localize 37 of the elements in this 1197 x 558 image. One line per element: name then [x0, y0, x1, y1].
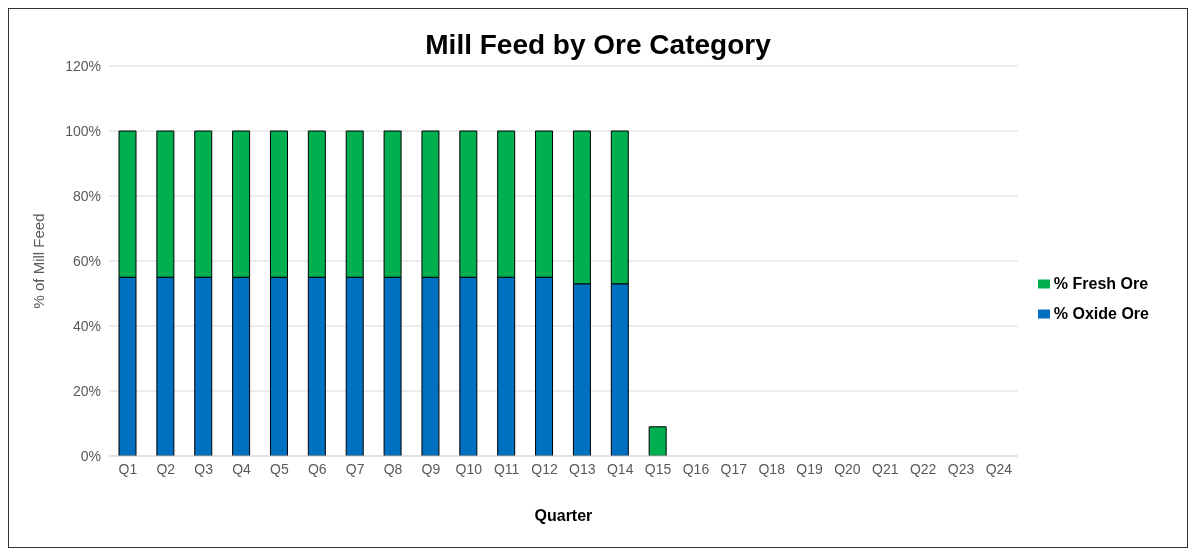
legend-label: % Fresh Ore — [1053, 274, 1149, 292]
x-tick-label: Q19 — [796, 460, 824, 477]
x-tick-label: Q4 — [232, 460, 252, 477]
x-tick-label: Q16 — [682, 460, 710, 477]
x-tick-label: Q18 — [758, 460, 786, 477]
x-tick-label: Q8 — [383, 460, 403, 477]
x-tick-label: Q1 — [118, 460, 138, 477]
x-tick-label: Q10 — [455, 460, 483, 477]
legend-label: % Oxide Ore — [1053, 304, 1149, 322]
x-tick-label: Q6 — [307, 460, 327, 477]
x-tick-label: Q14 — [606, 460, 634, 477]
y-tick-label: 100% — [65, 122, 101, 139]
x-tick-label: Q12 — [531, 460, 558, 477]
x-tick-label: Q9 — [421, 460, 441, 477]
x-tick-label: Q15 — [644, 460, 672, 477]
y-axis-title: % of Mill Feed — [30, 213, 48, 309]
x-tick-label: Q13 — [569, 460, 596, 477]
y-tick-label: 40% — [72, 317, 101, 334]
x-axis-title: Quarter — [534, 507, 593, 524]
x-tick-label: Q20 — [834, 460, 861, 477]
x-tick-label: Q5 — [270, 460, 289, 477]
bar — [648, 426, 667, 456]
x-tick-label: Q2 — [156, 460, 176, 477]
x-tick-label: Q11 — [493, 460, 520, 477]
y-tick-label: 20% — [72, 382, 101, 399]
x-tick-label: Q23 — [947, 460, 975, 477]
x-tick-label: Q3 — [194, 460, 214, 477]
y-tick-label: 60% — [72, 252, 101, 269]
x-tick-label: Q21 — [872, 460, 899, 477]
x-tick-label: Q7 — [345, 460, 365, 477]
y-tick-label: 0% — [80, 447, 101, 464]
chart-title: Mill Feed by Ore Category — [425, 29, 771, 60]
x-tick-label: Q17 — [720, 460, 748, 477]
x-tick-label: Q22 — [909, 460, 937, 477]
x-tick-label: Q24 — [985, 460, 1013, 477]
y-tick-label: 80% — [72, 187, 101, 204]
y-tick-label: 120% — [65, 57, 101, 74]
